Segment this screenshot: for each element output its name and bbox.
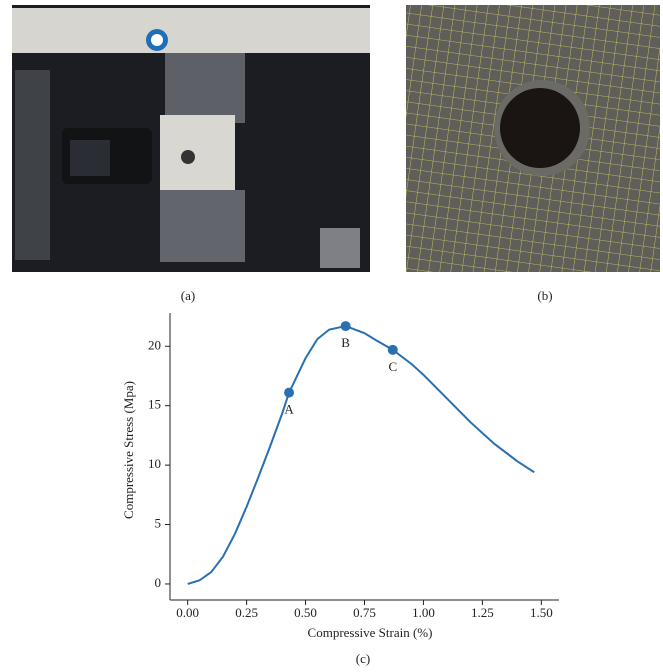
x-tick-label: 0.50 [294,605,317,620]
y-tick-label: 15 [148,397,161,412]
y-tick-label: 5 [155,516,162,531]
x-tick-label: 0.25 [235,605,258,620]
caption: (c) [356,651,370,666]
y-tick-label: 0 [155,575,162,590]
x-tick-label: 0.75 [353,605,376,620]
x-tick-label: 1.00 [412,605,435,620]
caption: (b) [537,288,552,303]
point-label: C [388,359,397,374]
line [187,325,535,585]
point-label: A [284,402,294,417]
photo-speckle-specimen [406,5,660,272]
x-tick-label: 0.00 [176,605,199,620]
point [284,387,295,398]
point-label: B [341,335,350,350]
y-tick-label: 10 [148,456,161,471]
x-tick-label: 1.50 [530,605,553,620]
point [387,344,398,355]
x-axis-title: Compressive Strain (%) [308,625,433,640]
photo-test-setup [12,5,370,272]
x-tick-label: 1.25 [471,605,494,620]
point [340,321,351,332]
caption: (a) [181,288,195,303]
y-axis-title: Compressive Stress (Mpa) [121,381,136,519]
y-tick-label: 20 [148,337,161,352]
